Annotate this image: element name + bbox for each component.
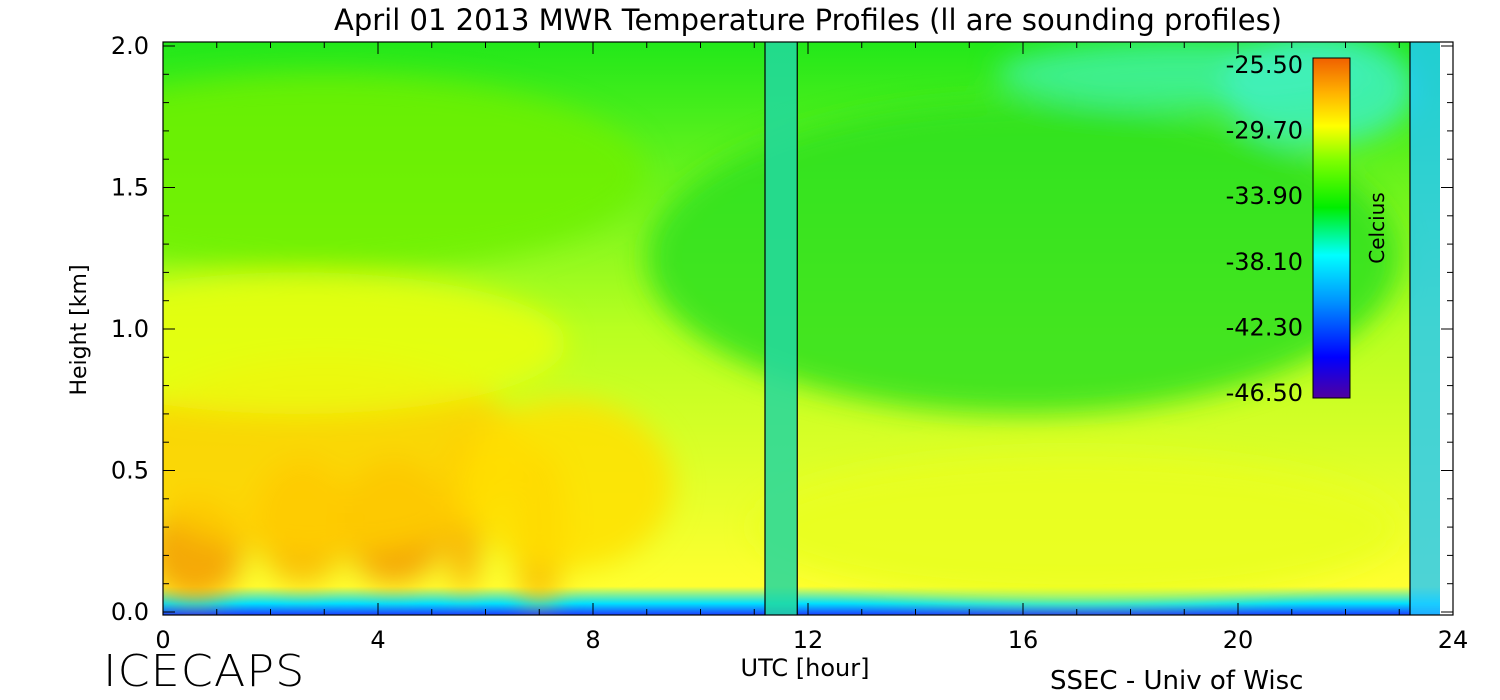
x-tick-label: 0 [155, 626, 170, 654]
chart-title: April 01 2013 MWR Temperature Profiles (… [334, 3, 1282, 37]
colorbar-label: Celcius [1365, 192, 1389, 263]
heatmap-field [163, 42, 1440, 615]
heatmap-blob [163, 272, 567, 414]
sounding-band-2 [1410, 42, 1440, 615]
x-axis: 0 4 8 12 16 20 24 [155, 42, 1468, 654]
colorbar-tick-label: -25.50 [1226, 51, 1303, 79]
x-tick-label: 16 [1008, 626, 1039, 654]
x-tick-label: 4 [370, 626, 385, 654]
y-tick-label: 1.5 [111, 174, 149, 202]
x-tick-label: 24 [1438, 626, 1469, 654]
brand-logo-text: ICECAPS [103, 645, 306, 697]
y-tick-label: 2.0 [111, 32, 149, 60]
y-axis: 0.0 0.5 1.0 1.5 2.0 [111, 32, 1453, 626]
colorbar-tick-label: -33.90 [1226, 182, 1303, 210]
y-tick-label: 1.0 [111, 315, 149, 343]
y-tick-label: 0.5 [111, 457, 149, 485]
colorbar: -25.50 -29.70 -33.90 -38.10 -42.30 -46.50 Cel… [1226, 51, 1389, 407]
y-axis-label: Height [km] [67, 264, 92, 395]
credit-text: SSEC - Univ of Wisc [1050, 666, 1304, 696]
sounding-band-1 [765, 42, 798, 615]
heatmap-blob [163, 74, 647, 273]
x-tick-label: 20 [1223, 626, 1254, 654]
heatmap-warm-blobs [163, 42, 1416, 607]
colorbar-tick-label: -46.50 [1226, 379, 1303, 407]
heatmap-blob [754, 456, 1400, 598]
y-tick-label: 0.0 [111, 598, 149, 626]
heatmap-blob [458, 399, 674, 570]
colorbar-ramp [1312, 57, 1351, 399]
colorbar-ticks: -25.50 -29.70 -33.90 -38.10 -42.30 -46.50 [1226, 51, 1303, 407]
heatmap-blob [646, 102, 1400, 414]
x-axis-label: UTC [hour] [741, 654, 870, 682]
colorbar-tick-label: -29.70 [1226, 117, 1303, 145]
colorbar-tick-label: -42.30 [1226, 313, 1303, 341]
sounding-lines [764, 42, 1411, 615]
x-tick-label: 12 [793, 626, 824, 654]
x-tick-label: 8 [585, 626, 600, 654]
colorbar-tick-label: -38.10 [1226, 248, 1303, 276]
